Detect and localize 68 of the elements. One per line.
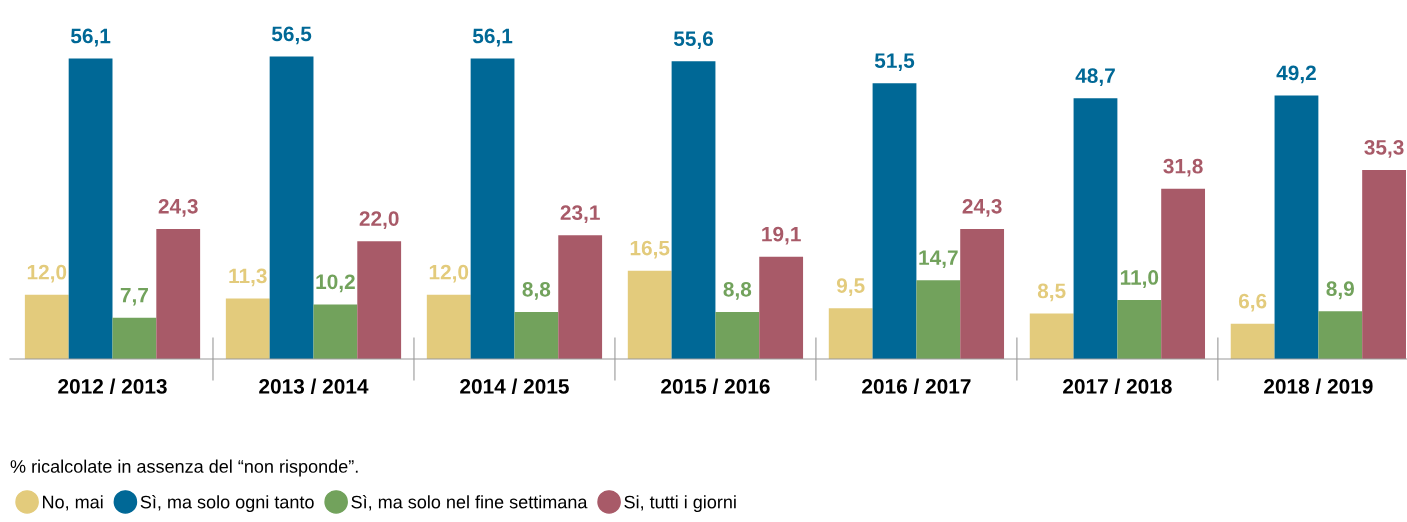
- data-label: 24,3: [158, 198, 198, 217]
- legend-label: Sì, ma solo ogni tanto: [140, 494, 314, 513]
- data-label: 22,0: [359, 211, 399, 229]
- data-label: 35,3: [1364, 140, 1404, 158]
- bar: [715, 311, 760, 359]
- bar: [960, 228, 1005, 359]
- data-label: 55,6: [673, 31, 714, 50]
- bar: [269, 56, 314, 359]
- data-label: 19,1: [762, 226, 801, 245]
- data-label: 10,2: [316, 274, 355, 293]
- data-label: 12,0: [429, 264, 469, 283]
- bar: [828, 308, 873, 359]
- bar: [24, 294, 69, 359]
- bar: [558, 235, 603, 359]
- bar: [916, 280, 961, 359]
- bar: [112, 317, 157, 359]
- bar: [68, 58, 113, 359]
- data-label: 11,3: [229, 268, 267, 287]
- data-label: 6,6: [1238, 293, 1267, 312]
- x-tick-label: 2015 / 2016: [661, 378, 770, 394]
- data-label: 11,0: [1120, 270, 1159, 288]
- x-tick-label: 2018 / 2019: [1264, 378, 1373, 394]
- bar: [1274, 95, 1319, 359]
- bar: [470, 58, 515, 359]
- bar: [872, 83, 917, 359]
- data-label: 23,1: [560, 205, 600, 224]
- bar: [1362, 169, 1406, 359]
- data-label: 49,2: [1276, 65, 1316, 84]
- data-label: 8,5: [1037, 283, 1066, 302]
- data-label: 31,8: [1163, 158, 1203, 177]
- x-tick-label: 2014 / 2015: [460, 378, 569, 394]
- text: % ricalcolate in assenza del “non risponde”.: [10, 459, 358, 477]
- bar: [1161, 188, 1206, 359]
- data-label: 14,7: [919, 250, 958, 269]
- bar: [671, 61, 716, 359]
- x-tick-label: 2012 / 2013: [58, 378, 167, 394]
- bar: [759, 256, 804, 359]
- bar: [1117, 300, 1162, 359]
- data-label: 9,5: [836, 278, 865, 296]
- data-label: 51,5: [874, 53, 915, 72]
- bar: [357, 241, 402, 359]
- bar: [225, 298, 270, 359]
- bar: [313, 304, 358, 359]
- bar: [156, 228, 201, 359]
- bar: [426, 294, 471, 359]
- bar: [627, 270, 672, 359]
- data-label: 7,7: [120, 288, 148, 306]
- data-label: 8,8: [522, 281, 551, 300]
- legend-label: No, mai: [43, 495, 103, 511]
- data-label: 12,0: [27, 264, 67, 283]
- bar: [1029, 313, 1074, 359]
- data-label: 56,1: [70, 28, 111, 47]
- data-label: 16,5: [630, 240, 670, 259]
- legend-label: Si, tutti i giorni: [624, 495, 736, 513]
- bar: [1230, 323, 1275, 359]
- x-tick-label: 2013 / 2014: [259, 378, 369, 394]
- legend-label: Sì, ma solo nel fine settimana: [351, 494, 588, 511]
- bar: [1073, 98, 1118, 359]
- data-label: 48,7: [1075, 68, 1115, 87]
- bar: [1318, 311, 1363, 359]
- bar: [514, 311, 559, 359]
- x-tick-label: 2016 / 2017: [862, 378, 971, 394]
- x-tick-label: 2017 / 2018: [1063, 378, 1172, 394]
- data-label: 8,9: [1326, 281, 1354, 300]
- data-label: 56,1: [472, 28, 513, 47]
- data-label: 24,3: [962, 198, 1002, 217]
- data-label: 56,5: [271, 26, 312, 45]
- data-label: 8,8: [723, 281, 752, 300]
